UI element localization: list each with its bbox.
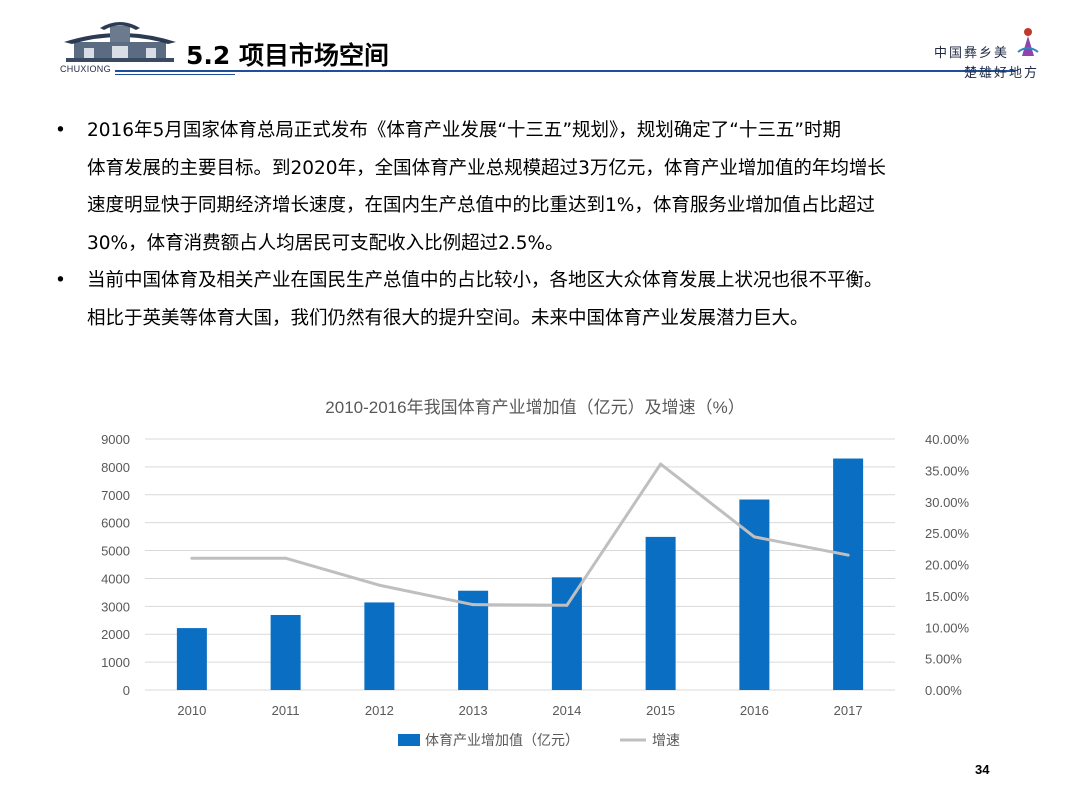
growth-line bbox=[191, 462, 849, 607]
y-left-tick-label: 2000 bbox=[101, 627, 130, 642]
x-tick-label: 2012 bbox=[365, 703, 394, 718]
legend-label: 增速 bbox=[652, 732, 680, 748]
y-right-tick-label: 15.00% bbox=[925, 589, 970, 604]
bullet-line: 相比于英美等体育大国，我们仍然有很大的提升空间。未来中国体育产业发展潜力巨大。 bbox=[87, 307, 809, 329]
y-right-tick-label: 20.00% bbox=[925, 558, 970, 573]
bar bbox=[739, 499, 770, 690]
y-left-tick-label: 6000 bbox=[101, 516, 130, 531]
x-tick-label: 2016 bbox=[740, 703, 769, 718]
x-tick-label: 2014 bbox=[552, 703, 581, 718]
y-left-tick-label: 8000 bbox=[101, 460, 130, 475]
page-number: 34 bbox=[975, 762, 990, 777]
bullet-line: 体育发展的主要目标。到2020年，全国体育产业总规模超过3万亿元，体育产业增加值… bbox=[87, 157, 886, 179]
header-rule bbox=[115, 70, 1015, 72]
bar bbox=[458, 590, 489, 690]
x-tick-label: 2013 bbox=[459, 703, 488, 718]
y-right-tick-label: 10.00% bbox=[925, 620, 970, 635]
y-right-tick-label: 25.00% bbox=[925, 526, 970, 541]
line-point bbox=[471, 603, 475, 607]
legend-label: 体育产业增加值（亿元） bbox=[425, 732, 579, 748]
line-point bbox=[752, 535, 756, 539]
y-right-tick-label: 35.00% bbox=[925, 463, 970, 478]
brand-slogan-line1: 中国彝乡美 bbox=[934, 46, 1010, 61]
chart-title: 2010-2016年我国体育产业增加值（亿元）及增速（%） bbox=[325, 398, 744, 417]
line-point bbox=[846, 553, 850, 557]
sports-industry-chart: 2010-2016年我国体育产业增加值（亿元）及增速（%） 0 1000 2000 3… bbox=[101, 398, 970, 748]
y-left-tick-label: 5000 bbox=[101, 544, 130, 559]
y-right-tick-label: 0.00% bbox=[925, 683, 962, 698]
dancer-icon bbox=[1017, 28, 1039, 56]
legend-swatch-bar bbox=[398, 734, 420, 746]
bar bbox=[551, 577, 582, 690]
bullet-dot: • bbox=[55, 120, 66, 141]
header-rule-thin bbox=[115, 74, 235, 75]
line-point bbox=[284, 556, 288, 560]
line-point bbox=[565, 603, 569, 607]
x-tick-label: 2017 bbox=[834, 703, 863, 718]
y-right-tick-label: 30.00% bbox=[925, 495, 970, 510]
slide-title: 5.2 项目市场空间 bbox=[186, 41, 389, 70]
line-point bbox=[659, 462, 663, 466]
bar bbox=[270, 614, 301, 690]
y-right-tick-label: 5.00% bbox=[925, 652, 962, 667]
bullet-line: 2016年5月国家体育总局正式发布《体育产业发展“十三五”规划》，规划确定了“十… bbox=[87, 120, 841, 141]
chuxiong-gate-logo bbox=[64, 22, 176, 62]
x-tick-label: 2011 bbox=[272, 703, 300, 718]
brand-slogan-line2: 楚雄好地方 bbox=[964, 66, 1040, 81]
y-left-tick-label: 7000 bbox=[101, 488, 130, 503]
line-point bbox=[377, 583, 381, 587]
x-tick-label: 2015 bbox=[646, 703, 675, 718]
y-left-tick-label: 1000 bbox=[101, 655, 130, 670]
bullet-item: • 2016年5月国家体育总局正式发布《体育产业发展“十三五”规划》，规划确定了… bbox=[55, 112, 1015, 262]
bullet-line: 当前中国体育及相关产业在国民生产总值中的占比较小，各地区大众体育发展上状况也很不… bbox=[87, 270, 883, 291]
bullet-dot: • bbox=[55, 270, 66, 291]
bar bbox=[645, 536, 676, 690]
y-left-tick-label: 4000 bbox=[101, 571, 130, 586]
bullet-line: 30%，体育消费额占人均居民可支配收入比例超过2.5%。 bbox=[87, 232, 564, 254]
y-left-tick-label: 3000 bbox=[101, 599, 130, 614]
bar bbox=[833, 458, 864, 690]
y-left-tick-label: 9000 bbox=[101, 432, 130, 447]
bullet-item: • 当前中国体育及相关产业在国民生产总值中的占比较小，各地区大众体育发展上状况也… bbox=[55, 262, 1015, 337]
y-right-tick-label: 40.00% bbox=[925, 432, 970, 447]
logo-caption: CHUXIONG bbox=[60, 64, 111, 74]
bar bbox=[364, 602, 395, 690]
bullet-line: 速度明显快于同期经济增长速度，在国内生产总值中的比重达到1%，体育服务业增加值占… bbox=[87, 195, 875, 216]
bar bbox=[176, 628, 207, 690]
line-point bbox=[190, 556, 194, 560]
x-tick-label: 2010 bbox=[177, 703, 206, 718]
bullet-list: • 2016年5月国家体育总局正式发布《体育产业发展“十三五”规划》，规划确定了… bbox=[55, 112, 1015, 337]
y-left-tick-label: 0 bbox=[123, 683, 130, 698]
